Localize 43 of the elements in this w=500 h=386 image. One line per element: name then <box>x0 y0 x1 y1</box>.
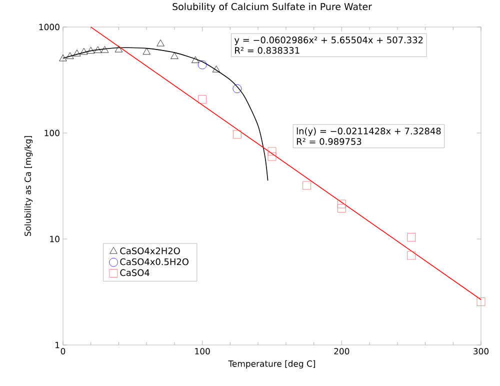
legend-label: CaSO4x2H2O <box>120 247 180 254</box>
point <box>198 95 207 104</box>
point <box>156 40 164 46</box>
point <box>212 66 220 72</box>
point <box>114 46 123 52</box>
point <box>407 232 416 242</box>
x-tick-label: 0 <box>60 348 66 354</box>
point <box>142 48 150 55</box>
annotation: R² = 0.989753 <box>296 138 362 145</box>
chart-title: Solubility of Calcium Sulfate in Pure Water <box>172 2 372 12</box>
annotation: y = −0.0602986x² + 5.65504x + 507.332 <box>234 36 423 46</box>
annotation: ln(y) = −0.0211428x + 7.32848 <box>296 127 441 136</box>
point <box>268 147 276 156</box>
x-axis-title: Temperature [deg C] <box>228 360 316 368</box>
point <box>59 54 67 62</box>
point <box>337 200 346 208</box>
y-axis-title: Solubility as Ca [mg/kg] <box>24 136 33 236</box>
point <box>87 46 95 54</box>
point <box>100 46 109 53</box>
point <box>66 52 74 59</box>
point <box>232 130 242 139</box>
point <box>170 52 178 59</box>
point <box>192 56 200 63</box>
y-tick-label: 10 <box>50 236 60 242</box>
y-tick-label: 100 <box>44 130 60 136</box>
point <box>407 251 416 260</box>
legend-label: CaSO4 <box>120 269 150 276</box>
point <box>302 181 312 190</box>
point <box>232 84 242 94</box>
point <box>73 50 81 56</box>
point <box>94 46 102 53</box>
annotation: R² = 0.838331 <box>235 47 300 54</box>
x-tick-label: 200 <box>334 348 350 354</box>
y-tick-label: 1000 <box>39 24 60 30</box>
point <box>80 48 88 55</box>
x-tick-label: 300 <box>474 348 489 354</box>
point <box>476 298 486 306</box>
point <box>198 60 207 70</box>
x-tick-label: 100 <box>195 348 210 354</box>
legend-label: CaSO4x0.5H2O <box>120 258 188 266</box>
point <box>337 204 346 212</box>
y-tick-label: 1 <box>56 342 60 348</box>
point <box>268 152 276 161</box>
